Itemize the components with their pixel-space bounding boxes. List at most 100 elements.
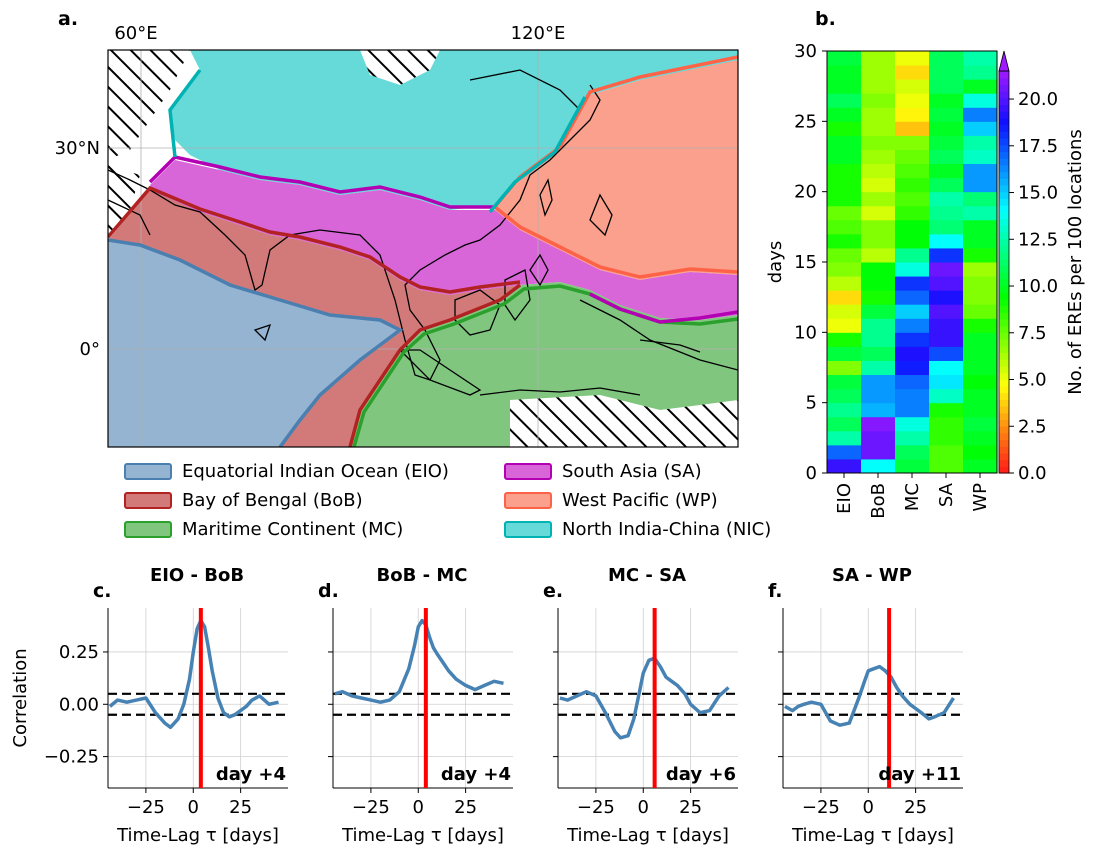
heatmap-cell	[827, 444, 862, 460]
colorbar-segment	[999, 412, 1009, 420]
heatmap-cell	[929, 135, 964, 150]
heatmap-cell	[963, 93, 998, 108]
heatmap-cell	[827, 93, 862, 108]
lag-label: day +11	[878, 764, 961, 785]
map-lat-label-0: 0°	[80, 339, 100, 360]
heatmap-cell	[895, 205, 930, 221]
heatmap-cell	[827, 346, 862, 361]
heatmap-cell	[827, 135, 862, 150]
legend-swatch-bob	[124, 492, 172, 509]
heatmap-cell	[963, 149, 998, 165]
colorbar-segment	[999, 97, 1009, 106]
colorbar-segment	[999, 238, 1009, 246]
panel-f-title: SA - WP	[832, 565, 912, 586]
legend-item-sa: South Asia (SA)	[504, 461, 702, 482]
heatmap-cell	[895, 191, 930, 207]
x-tick-label: 0	[638, 797, 649, 818]
heatmap-cell	[861, 458, 896, 474]
lag-correlation-charts: −25 0 25 −0.25 0.00 0.25 day +4 Time-Lag τ [day…	[10, 608, 963, 846]
heatmap-y-tick-label: 10	[794, 322, 817, 343]
heatmap-x-tick-label: BoB	[868, 483, 889, 519]
heatmap-cell	[861, 304, 896, 319]
colorbar-segment	[999, 91, 1009, 99]
heatmap-cell	[861, 430, 896, 446]
heatmap-cell	[929, 402, 964, 418]
colorbar-tick-label: 7.5	[1018, 323, 1047, 344]
heatmap-cell	[963, 444, 998, 460]
colorbar-tick-label: 12.5	[1018, 229, 1058, 250]
heatmap-cell	[861, 219, 896, 235]
heatmap-y-tick-label: 25	[794, 111, 817, 132]
x-axis-label: Time-Lag τ [days]	[791, 825, 954, 846]
x-tick-label: −25	[127, 797, 165, 818]
heatmap-cell	[827, 304, 862, 319]
heatmap-cell	[963, 65, 998, 80]
heatmap-cell	[929, 388, 964, 404]
heatmap-cell	[861, 107, 896, 122]
colorbar-segment	[999, 419, 1009, 427]
heatmap-cell	[861, 233, 896, 249]
colorbar-segment	[999, 345, 1009, 353]
heatmap-cell	[895, 262, 930, 277]
legend-swatch-nic	[504, 521, 552, 538]
heatmap-cell	[929, 262, 964, 277]
colorbar-segment	[999, 144, 1009, 152]
heatmap-cell	[963, 458, 998, 474]
heatmap-cell	[827, 107, 862, 122]
heatmap-cell	[963, 304, 998, 319]
heatmap-cell	[861, 65, 896, 80]
hatch-west	[108, 165, 140, 235]
colorbar-segment	[999, 164, 1009, 173]
lag-panel-f: −25 0 25 day +11 Time-Lag τ [days]	[778, 608, 963, 846]
heatmap-cell	[929, 360, 964, 376]
heatmap-cell	[861, 444, 896, 460]
y-tick-label: 0.25	[59, 642, 99, 663]
x-tick-label: 25	[679, 797, 702, 818]
heatmap-axes: 0 5 10 15 20 25 30 days EIO BoB MC SA WP	[765, 41, 998, 519]
heatmap-cell	[861, 191, 896, 207]
heatmap-cell	[861, 79, 896, 94]
heatmap-cell	[827, 430, 862, 446]
heatmap-cell	[929, 374, 964, 390]
heatmap-cell	[895, 388, 930, 404]
heatmap-cell	[929, 219, 964, 235]
colorbar-segment	[999, 466, 1009, 474]
y-tick-label: −0.25	[44, 747, 99, 768]
colorbar-segment	[999, 265, 1009, 273]
colorbar-segment	[999, 158, 1009, 166]
heatmap-cell	[963, 121, 998, 136]
heatmap-cell	[827, 276, 862, 291]
heatmap-cell	[861, 346, 896, 361]
heatmap-cell	[861, 93, 896, 108]
heatmap-cell	[861, 163, 896, 179]
heatmap-cell	[895, 402, 930, 418]
colorbar-tick-label: 15.0	[1018, 183, 1058, 204]
colorbar-segment	[999, 352, 1009, 360]
colorbar-tick-label: 17.5	[1018, 136, 1058, 157]
colorbar-segment	[999, 285, 1009, 293]
heatmap-cell	[861, 247, 896, 263]
colorbar-segment	[999, 365, 1009, 374]
heatmap-cell	[963, 163, 998, 179]
heatmap-cell	[895, 290, 930, 305]
heatmap-cell	[929, 163, 964, 179]
hatch-northwest	[108, 50, 190, 160]
heatmap-cell	[963, 51, 998, 66]
x-tick-label: 25	[229, 797, 252, 818]
colorbar-segment	[999, 272, 1009, 280]
y-tick-label: 0.00	[59, 694, 99, 715]
heatmap-cell	[827, 262, 862, 277]
legend-label-eio: Equatorial Indian Ocean (EIO)	[182, 461, 449, 482]
colorbar-segment	[999, 432, 1009, 441]
heatmap-cell	[827, 191, 862, 207]
x-tick-label: 0	[188, 797, 199, 818]
heatmap-cell	[861, 290, 896, 305]
heatmap-cell	[895, 107, 930, 122]
heatmap-cell	[827, 51, 862, 66]
heatmap-y-label: days	[765, 241, 786, 284]
legend-item-nic: North India-China (NIC)	[504, 519, 771, 540]
heatmap-y-tick-label: 5	[806, 393, 817, 414]
heatmap-chart: 0 5 10 15 20 25 30 days EIO BoB MC SA WP 0.0 2.5 5.0 7.…	[765, 41, 1086, 519]
heatmap-cell	[827, 163, 862, 179]
heatmap-cell	[827, 219, 862, 235]
